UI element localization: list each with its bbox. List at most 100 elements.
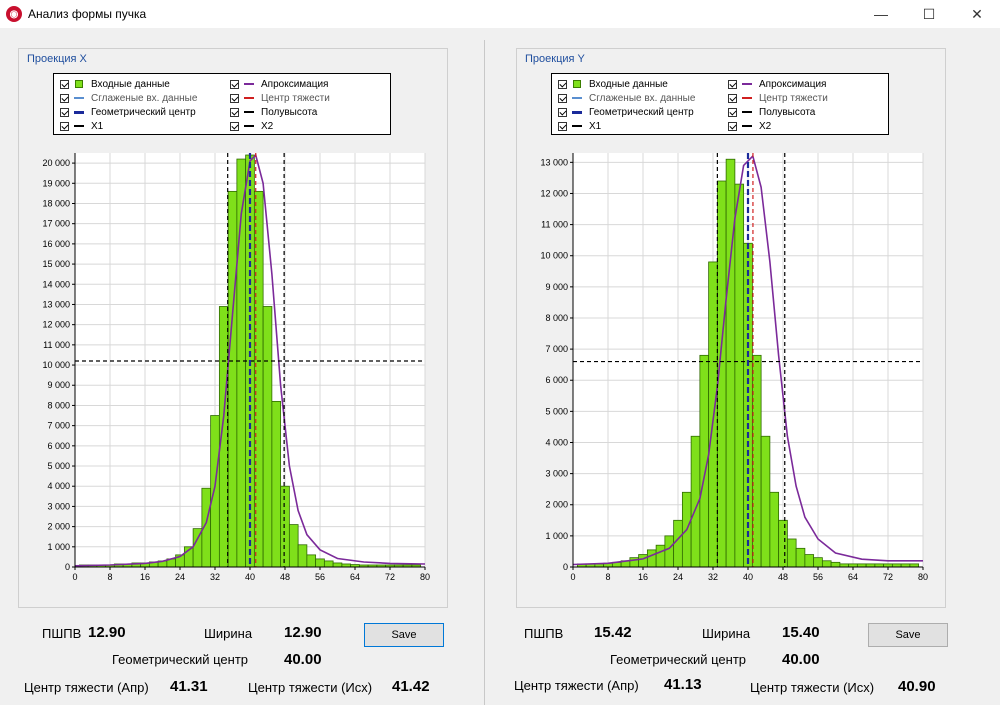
checkbox-checked-icon[interactable] xyxy=(558,121,567,131)
y-tick-label: 2 000 xyxy=(47,522,70,532)
checkbox-checked-icon[interactable] xyxy=(728,79,737,89)
checkbox-checked-icon[interactable] xyxy=(60,79,69,89)
x-tick-label: 40 xyxy=(743,572,753,582)
legend-item-x1[interactable]: X1 xyxy=(558,119,601,133)
legend-label: Апроксимация xyxy=(759,78,827,90)
chart-svg: 0 1 000 2 000 3 000 4 000 5 000 6 000 7 000 8 00… xyxy=(540,153,928,582)
legend-item-approx[interactable]: Апроксимация xyxy=(230,77,328,91)
line-swatch-icon xyxy=(74,97,84,99)
checkbox-checked-icon[interactable] xyxy=(558,79,567,89)
checkbox-checked-icon[interactable] xyxy=(728,107,737,117)
checkbox-checked-icon[interactable] xyxy=(558,93,567,103)
approximation-curve xyxy=(74,153,426,567)
legend-item-geo[interactable]: Геометрический центр xyxy=(558,105,694,119)
y-tick-label: 5 000 xyxy=(47,461,70,471)
maximize-icon[interactable]: ☐ xyxy=(922,5,936,22)
histogram-bar xyxy=(323,560,334,568)
dashed-line-icon xyxy=(74,125,84,127)
line-swatch-icon xyxy=(572,110,582,114)
legend-label: Геометрический центр xyxy=(91,106,196,118)
legend-item-centroid[interactable]: Центр тяжести xyxy=(728,91,828,105)
x-tick-label: 80 xyxy=(420,572,430,582)
legend-item-input[interactable]: Входные данные xyxy=(558,77,668,91)
save-button[interactable]: Save xyxy=(868,623,948,647)
checkbox-checked-icon[interactable] xyxy=(230,121,239,131)
histogram-bar xyxy=(725,158,736,568)
x-tick-label: 24 xyxy=(673,572,683,582)
y-tick-label: 5 000 xyxy=(545,406,568,416)
projection-y-panel: Проекция Y Входные данные Апроксимация С… xyxy=(506,40,986,705)
legend-item-x1[interactable]: X1 xyxy=(60,119,103,133)
legend-item-half[interactable]: Полувысота xyxy=(230,105,317,119)
y-tick-label: 4 000 xyxy=(545,437,568,447)
histogram-bar xyxy=(262,306,273,568)
checkbox-checked-icon[interactable] xyxy=(728,93,737,103)
checkbox-checked-icon[interactable] xyxy=(60,121,69,131)
histogram-bar xyxy=(227,190,238,568)
histogram-bar xyxy=(646,549,657,568)
checkbox-checked-icon[interactable] xyxy=(230,93,239,103)
legend-item-input[interactable]: Входные данные xyxy=(60,77,170,91)
y-tick-label: 3 000 xyxy=(47,501,70,511)
y-tick-label: 1 000 xyxy=(47,542,70,552)
dashed-line-icon xyxy=(244,125,254,127)
y-tick-label: 12 000 xyxy=(540,188,568,198)
width-value: 12.90 xyxy=(284,624,322,641)
checkbox-checked-icon[interactable] xyxy=(60,107,69,117)
line-swatch-icon xyxy=(572,97,582,99)
geo-center-value: 40.00 xyxy=(284,651,322,668)
histogram-bar xyxy=(786,538,797,568)
close-icon[interactable]: ✕ xyxy=(971,5,983,22)
chart-legend: Входные данные Апроксимация Сглаженые вх… xyxy=(53,73,391,135)
histogram-bar xyxy=(664,535,675,568)
centroid-src-value: 40.90 xyxy=(898,678,936,695)
x-tick-label: 48 xyxy=(778,572,788,582)
panel-divider xyxy=(484,40,485,705)
x-tick-label: 0 xyxy=(570,572,575,582)
centroid-src-label: Центр тяжести (Исх) xyxy=(750,680,875,695)
checkbox-checked-icon[interactable] xyxy=(60,93,69,103)
projection-y-group: Проекция Y Входные данные Апроксимация С… xyxy=(516,48,946,608)
legend-label: Сглаженые вх. данные xyxy=(589,92,696,104)
minimize-icon[interactable]: — xyxy=(874,6,888,22)
legend-item-approx[interactable]: Апроксимация xyxy=(728,77,826,91)
legend-item-x2[interactable]: X2 xyxy=(230,119,273,133)
x-tick-label: 40 xyxy=(245,572,255,582)
x-tick-label: 32 xyxy=(708,572,718,582)
y-tick-label: 15 000 xyxy=(42,259,70,269)
geo-center-label: Геометрический центр xyxy=(610,652,747,667)
legend-item-half[interactable]: Полувысота xyxy=(728,105,815,119)
checkbox-checked-icon[interactable] xyxy=(230,107,239,117)
green-square-icon xyxy=(573,80,581,88)
fwhm-label: ПШПВ xyxy=(524,626,564,641)
histogram-bar xyxy=(297,544,308,568)
legend-item-geo[interactable]: Геометрический центр xyxy=(60,105,196,119)
legend-item-x2[interactable]: X2 xyxy=(728,119,771,133)
y-tick-label: 9 000 xyxy=(47,380,70,390)
dashed-line-icon xyxy=(742,125,752,127)
y-tick-label: 20 000 xyxy=(42,158,70,168)
y-tick-label: 6 000 xyxy=(545,375,568,385)
dashed-line-icon xyxy=(244,111,254,113)
histogram-chart-y: 0 1 000 2 000 3 000 4 000 5 000 6 000 7 000 8 00… xyxy=(517,143,947,605)
y-tick-label: 9 000 xyxy=(545,282,568,292)
checkbox-checked-icon[interactable] xyxy=(558,107,567,117)
legend-label: Апроксимация xyxy=(261,78,329,90)
save-button[interactable]: Save xyxy=(364,623,444,647)
checkbox-checked-icon[interactable] xyxy=(728,121,737,131)
window-title: Анализ формы пучка xyxy=(28,7,147,21)
histogram-bar xyxy=(813,557,823,568)
histogram-bar xyxy=(751,354,762,568)
histogram-bar xyxy=(760,435,771,568)
x-tick-label: 56 xyxy=(813,572,823,582)
legend-item-smooth[interactable]: Сглаженые вх. данные xyxy=(60,91,197,105)
x-tick-label: 48 xyxy=(280,572,290,582)
y-tick-label: 4 000 xyxy=(47,481,70,491)
y-tick-label: 11 000 xyxy=(43,340,70,350)
legend-item-centroid[interactable]: Центр тяжести xyxy=(230,91,330,105)
line-swatch-icon xyxy=(244,97,254,99)
checkbox-checked-icon[interactable] xyxy=(230,79,239,89)
centroid-apr-value: 41.13 xyxy=(664,676,702,693)
dashed-line-icon xyxy=(742,111,752,113)
legend-item-smooth[interactable]: Сглаженые вх. данные xyxy=(558,91,695,105)
